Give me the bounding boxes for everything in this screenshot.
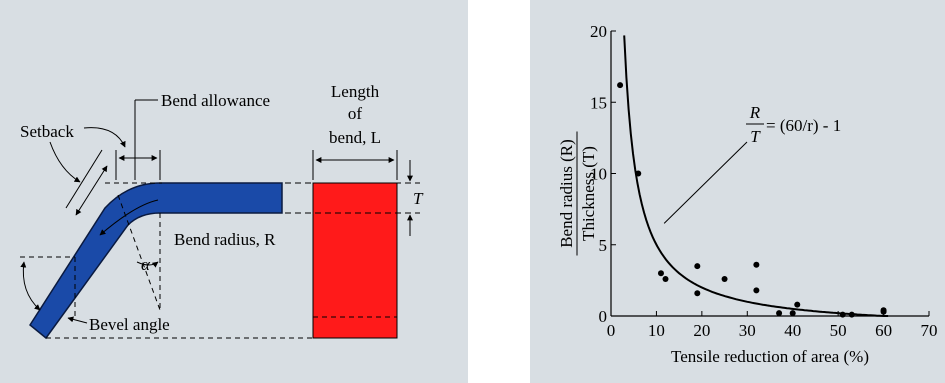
setback-ext-1 (65, 149, 103, 209)
data-point (721, 275, 728, 282)
data-point (657, 270, 664, 277)
length-label-line3: bend, L (329, 128, 381, 147)
y-axis-label-numerator: Bend radius (R) (557, 139, 576, 248)
length-label-line1: Length (331, 82, 380, 101)
y-axis-label-denominator: Thickness (T) (579, 146, 598, 241)
setback-dim-line (75, 165, 108, 216)
data-point (635, 170, 642, 177)
bend-radius-arrow (99, 199, 159, 236)
bevel-angle-leader (67, 316, 88, 324)
setback-leader-1 (83, 127, 126, 148)
bevel-angle-label: Bevel angle (89, 315, 170, 334)
data-points (617, 82, 887, 318)
y-tick-label: 15 (590, 93, 607, 112)
axis-ticks: 0 10 20 30 40 50 60 70 0 5 10 15 20 (590, 22, 938, 340)
y-tick-label: 5 (599, 236, 608, 255)
data-point (753, 287, 760, 294)
length-label-line2: of (348, 104, 363, 123)
data-point (694, 290, 701, 297)
x-tick-label: 70 (921, 321, 938, 340)
formula-annotation: R T = (60/r) - 1 (663, 103, 841, 224)
data-point (848, 311, 855, 318)
data-point (880, 307, 887, 314)
data-point (753, 261, 760, 268)
x-tick-label: 20 (693, 321, 710, 340)
bend-allowance-label: Bend allowance (161, 91, 270, 110)
data-point (662, 275, 669, 282)
y-tick-label: 10 (590, 165, 607, 184)
x-tick-label: 30 (739, 321, 756, 340)
construction-dash-3 (117, 194, 161, 311)
formula-rhs: = (60/r) - 1 (766, 116, 841, 135)
bevel-angle-arc (20, 261, 41, 311)
data-point (794, 301, 801, 308)
x-tick-label: 50 (830, 321, 847, 340)
x-axis-label: Tensile reduction of area (%) (671, 347, 869, 366)
x-tick-label: 40 (784, 321, 801, 340)
formula-numerator: R (749, 103, 761, 122)
data-point (694, 263, 701, 270)
data-point (776, 310, 783, 317)
data-point (617, 82, 624, 89)
y-axis-label: Bend radius (R) Thickness (T) (557, 131, 598, 256)
x-tick-label: 10 (648, 321, 665, 340)
x-tick-label: 60 (875, 321, 892, 340)
bend-radius-label: Bend radius, R (174, 230, 276, 249)
setback-label: Setback (20, 122, 74, 141)
formula-leader-line (663, 141, 748, 224)
data-point (839, 311, 846, 318)
bend-length-block (312, 182, 398, 339)
data-point (789, 310, 796, 317)
y-tick-label: 20 (590, 22, 607, 41)
y-tick-label: 0 (599, 307, 608, 326)
alpha-arc (136, 261, 159, 268)
bend-diagram: T Length of bend, L Bend allowance Setba… (20, 82, 424, 340)
x-tick-label: 0 (607, 321, 616, 340)
chart-root: Tensile reduction of area (%) Bend radiu… (557, 22, 938, 366)
chart-panel (530, 0, 945, 383)
thickness-label: T (413, 189, 424, 208)
formula-denominator: T (750, 127, 761, 146)
